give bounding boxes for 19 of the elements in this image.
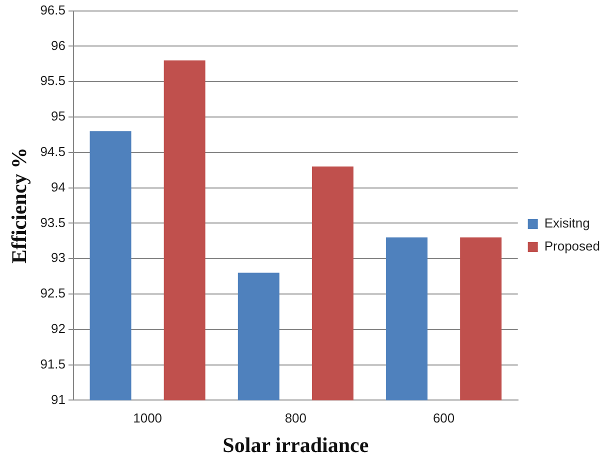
y-tick-label: 91 (51, 392, 66, 407)
x-tick-label: 800 (284, 410, 307, 426)
y-tick-label: 96.5 (40, 2, 66, 18)
x-tick-label: 1000 (133, 410, 162, 426)
y-tick-label: 92.5 (40, 286, 66, 301)
legend-label: Proposed (544, 238, 600, 254)
y-tick-label: 96 (51, 38, 66, 53)
y-tick-label: 93 (51, 250, 66, 266)
y-tick-label: 92 (51, 320, 66, 336)
y-tick-label: 93.5 (40, 214, 66, 230)
y-tick-label: 91.5 (40, 356, 66, 372)
y-tick-label: 95.5 (40, 73, 66, 88)
y-axis-title: Efficiency % (7, 147, 32, 264)
y-tick-label: 95 (51, 108, 66, 124)
x-tick-label: 600 (432, 410, 455, 426)
y-tick-label: 94 (51, 179, 66, 194)
x-axis-title: Solar irradiance (222, 432, 369, 457)
legend-label: Exisitng (544, 216, 590, 231)
y-tick-label: 94.5 (40, 144, 66, 159)
